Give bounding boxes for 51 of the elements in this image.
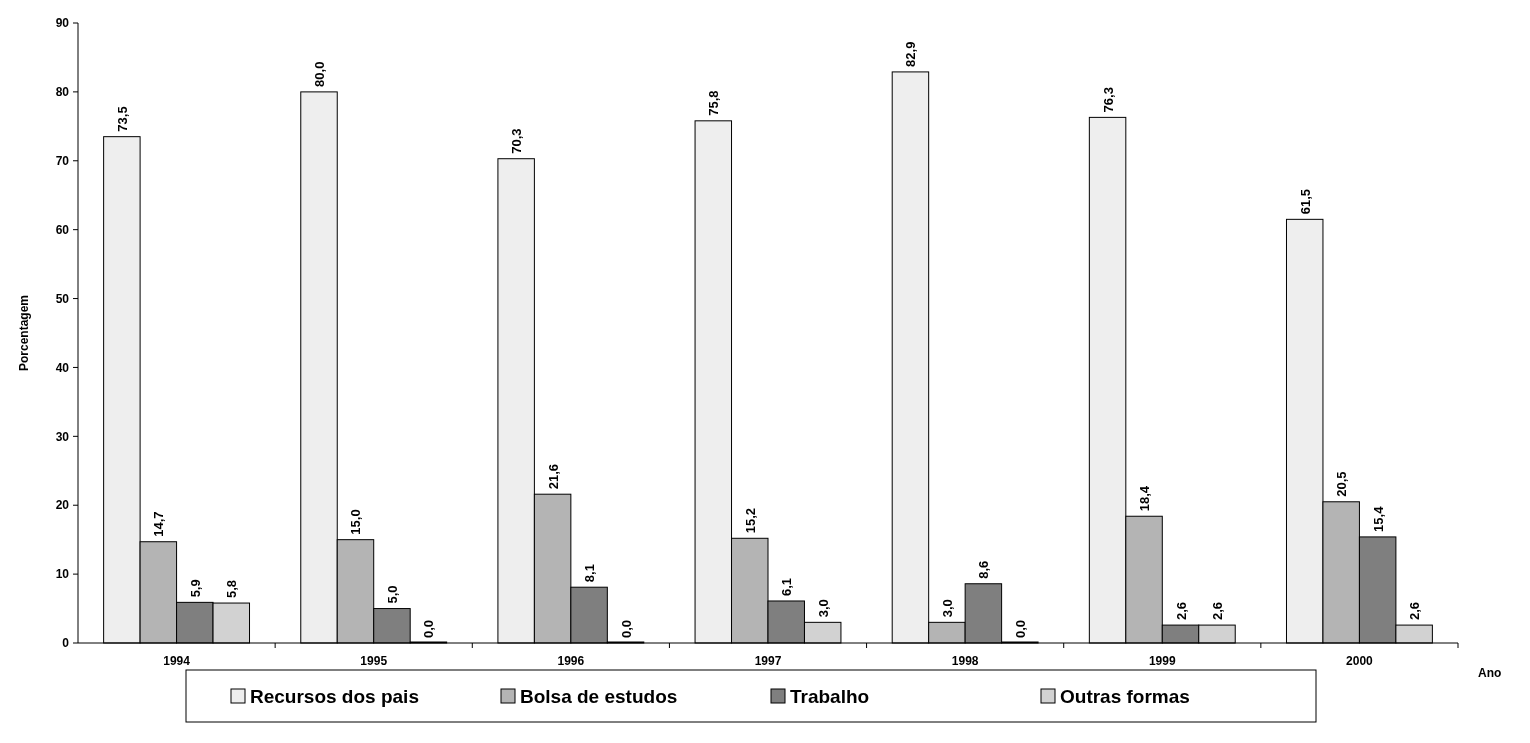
data-label: 0,0 — [421, 619, 437, 638]
y-tick-label: 60 — [55, 222, 70, 237]
legend-label: Recursos dos pais — [250, 685, 419, 707]
data-label: 21,6 — [545, 463, 561, 490]
y-tick-label: 0 — [62, 636, 70, 651]
data-label: 20,5 — [1334, 471, 1350, 497]
y-tick-label: 90 — [55, 16, 70, 31]
legend-label: Bolsa de estudos — [520, 685, 678, 707]
data-label: 2,6 — [1173, 602, 1189, 621]
data-label: 8,1 — [582, 564, 598, 583]
data-label: 2,6 — [1209, 602, 1225, 621]
data-label: 80,0 — [312, 61, 328, 87]
y-tick-label: 70 — [55, 153, 70, 168]
data-label: 75,8 — [706, 90, 722, 116]
legend-label: Trabalho — [790, 685, 870, 707]
y-tick-label: 80 — [55, 85, 70, 100]
data-label: 15,4 — [1370, 505, 1386, 532]
data-label: 76,3 — [1100, 87, 1116, 113]
y-tick-label: 10 — [55, 567, 70, 582]
data-label: 82,9 — [903, 41, 919, 67]
x-axis-title: Ano — [1478, 666, 1502, 680]
x-tick-label: 1997 — [754, 654, 782, 668]
data-label: 70,3 — [509, 128, 525, 154]
y-axis-title: Porcentagem — [17, 294, 31, 372]
x-tick-label: 1994 — [163, 654, 191, 668]
data-label: 8,6 — [976, 560, 992, 579]
data-label: 3,0 — [939, 599, 955, 618]
data-label: 5,9 — [187, 579, 203, 598]
data-label: 3,0 — [815, 599, 831, 618]
x-tick-label: 1998 — [951, 654, 979, 668]
data-label: 73,5 — [114, 106, 130, 132]
data-label: 61,5 — [1297, 189, 1313, 215]
x-tick-label: 2000 — [1346, 654, 1374, 668]
data-label: 6,1 — [779, 577, 795, 596]
data-label: 15,0 — [348, 509, 364, 535]
y-tick-label: 30 — [55, 429, 70, 444]
y-tick-label: 20 — [55, 498, 70, 513]
data-label: 18,4 — [1137, 485, 1153, 512]
data-label: 5,0 — [384, 585, 400, 604]
legend-label: Outras formas — [1060, 685, 1190, 707]
data-label: 15,2 — [742, 507, 758, 534]
data-label: 0,0 — [1012, 619, 1028, 638]
x-tick-label: 1995 — [360, 654, 388, 668]
data-label: 14,7 — [151, 511, 167, 537]
data-label: 2,6 — [1407, 602, 1423, 621]
x-tick-label: 1996 — [557, 654, 585, 668]
data-label: 5,8 — [224, 579, 240, 599]
data-label: 0,0 — [618, 619, 634, 638]
y-tick-label: 50 — [55, 291, 70, 306]
x-tick-label: 1999 — [1148, 654, 1176, 668]
y-tick-label: 40 — [55, 360, 70, 375]
